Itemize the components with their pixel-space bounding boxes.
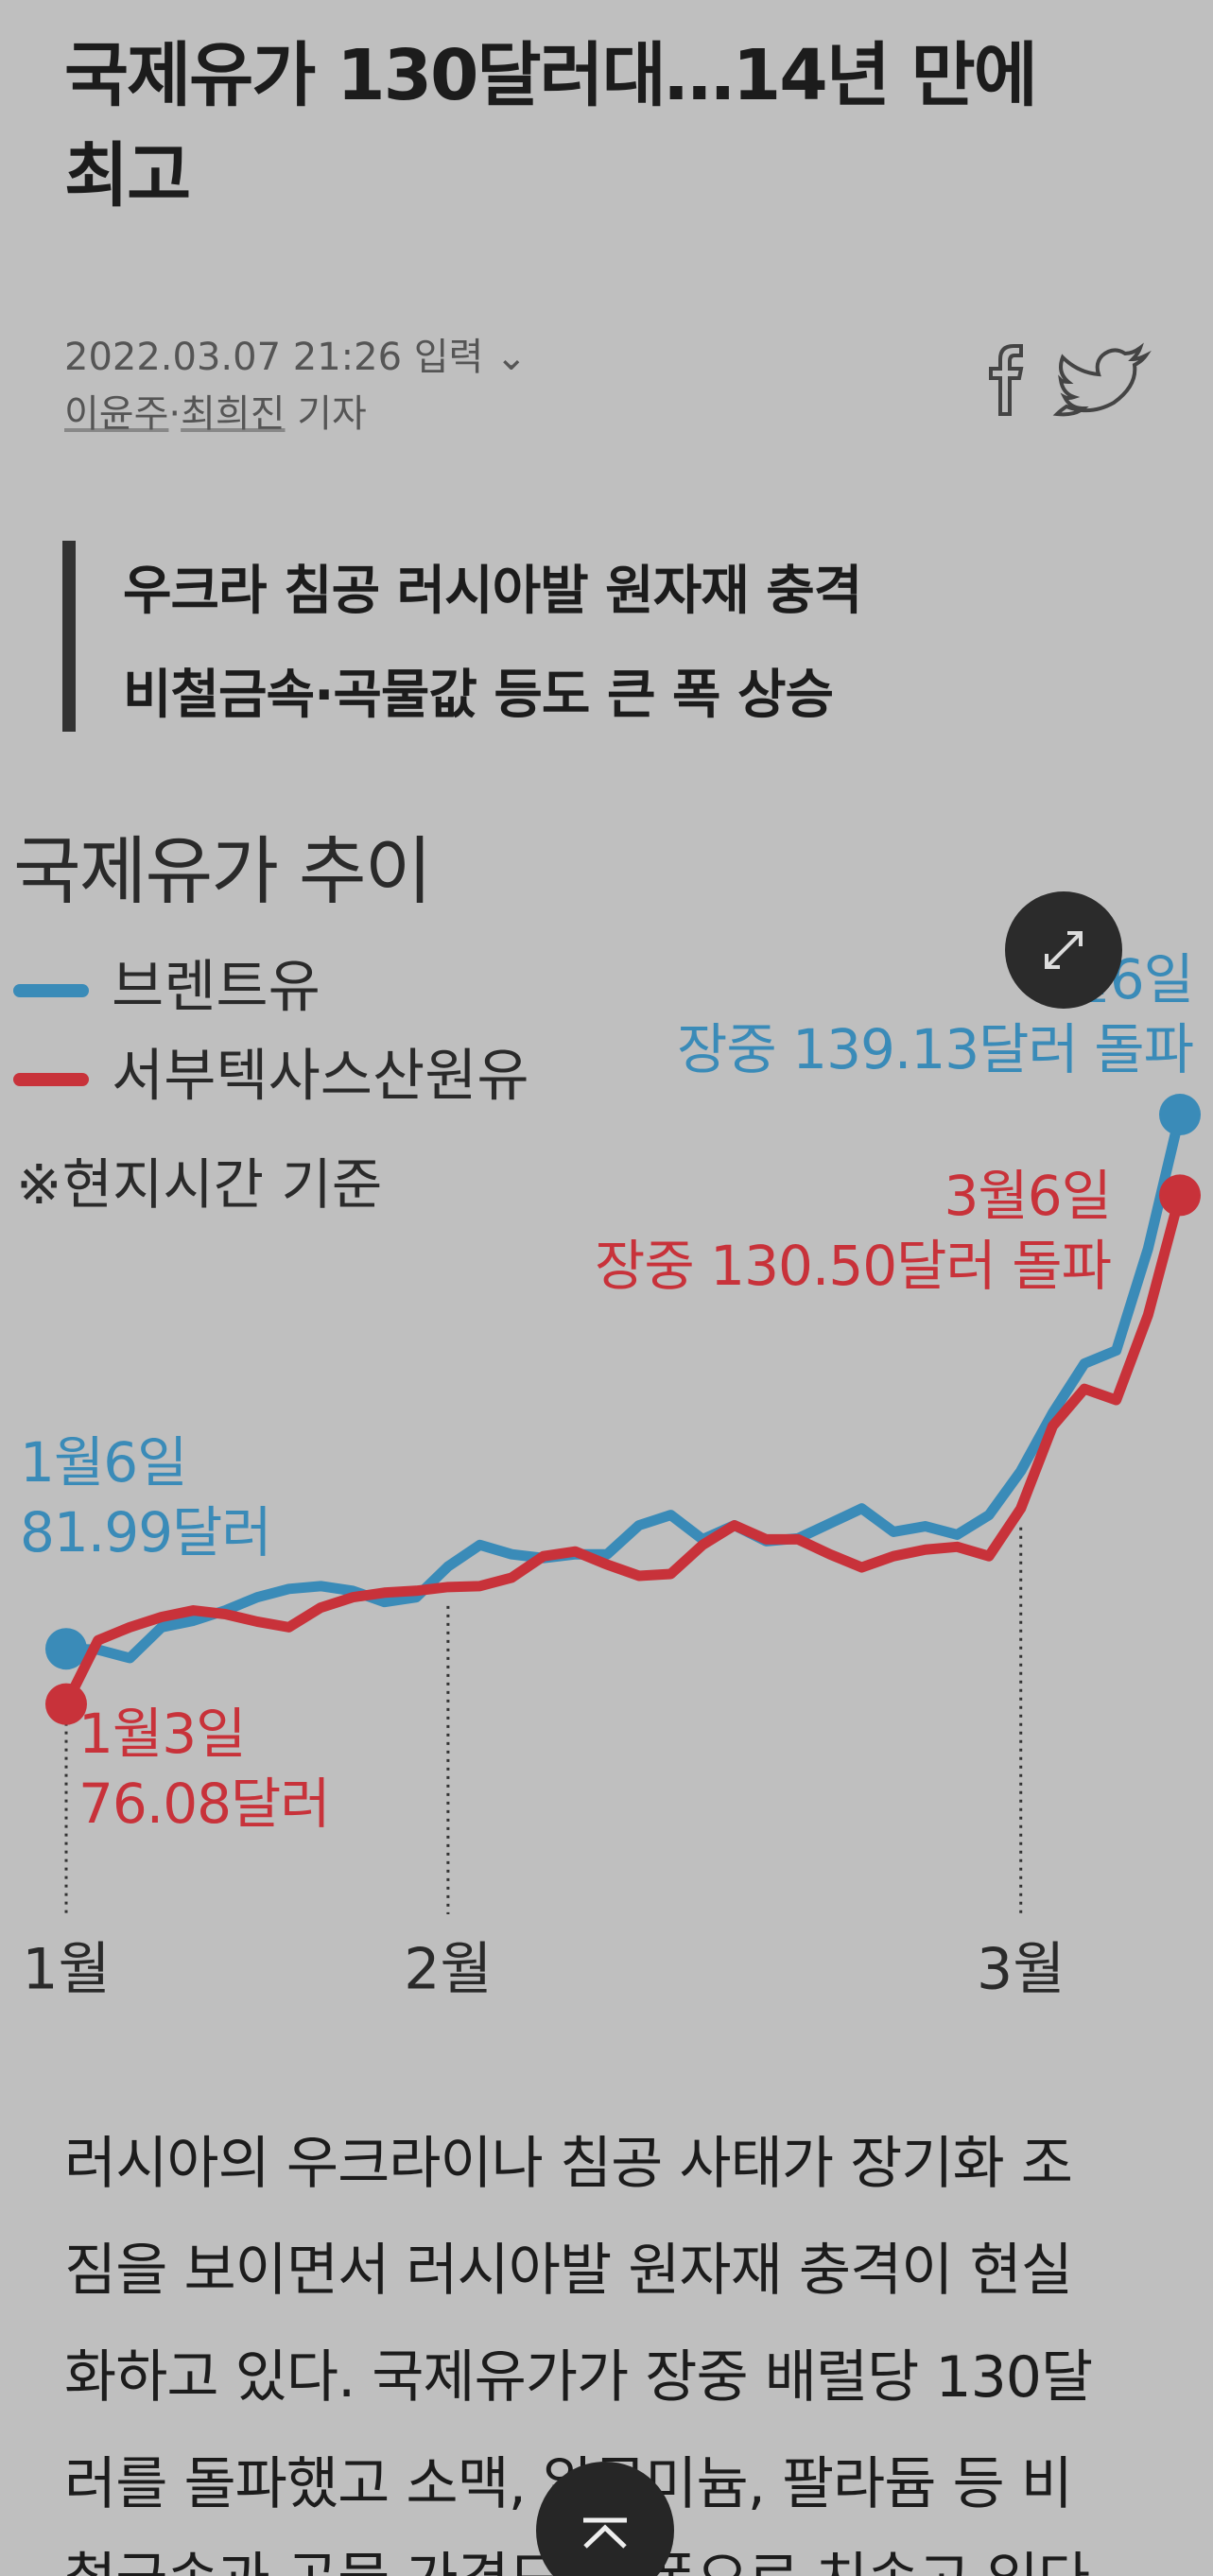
publish-date: 2022.03.07 21:26 입력 ⌄ [64,326,528,381]
expand-button[interactable] [1005,891,1122,1009]
annotation: 3월6일 [944,1164,1111,1228]
summary-line: 비철금속·곡물값 등도 큰 폭 상승 [123,665,834,726]
body-line: 화하고 있다. 국제유가가 장중 배럴당 130달 [64,2344,1093,2411]
headline: 국제유가 130달러대…14년 만에 [64,35,1038,116]
chart-title: 국제유가 추이 [13,829,430,914]
author-link[interactable]: 최희진 [181,392,286,436]
legend-label: 서부텍사스산원유 [112,1044,529,1110]
legend-label: 브렌트유 [112,955,321,1021]
author-link[interactable]: 이윤주 [64,392,169,436]
x-tick-label: 2월 [404,1937,492,2003]
summary-line: 우크라 침공 러시아발 원자재 충격 [123,561,862,622]
body-line: 짐을 보이면서 러시아발 원자재 충격이 현실 [64,2238,1073,2304]
x-tick-label: 1월 [22,1937,110,2003]
date-toggle[interactable]: ⌄ [495,336,528,379]
byline: 이윤주·최희진 기자 [64,392,367,436]
series-line [61,1193,1186,1707]
end-marker [45,1683,87,1725]
headline: 최고 [64,135,191,216]
date-text: 2022.03.07 21:26 입력 [64,336,484,379]
summary-bar [62,541,76,732]
series-line [65,1113,1186,1664]
facebook-icon[interactable] [989,344,1024,416]
scroll-top-button[interactable] [536,2462,674,2576]
annotation: 장중 139.13달러 돌파 [677,1017,1193,1081]
x-tick-label: 3월 [977,1937,1065,2003]
annotation: 1월6일 [20,1430,187,1495]
annotation: 1월3일 [78,1702,246,1766]
chart-note: ※현지시간 기준 [16,1152,382,1217]
annotation: 81.99달러 [20,1500,271,1565]
body-line: 러시아의 우크라이나 침공 사태가 장기화 조 [64,2131,1073,2197]
annotation: 장중 130.50달러 돌파 [595,1234,1111,1298]
share-icons [989,342,1152,417]
end-marker [1159,1174,1201,1217]
end-marker [1159,1094,1201,1136]
twitter-icon[interactable] [1052,342,1152,417]
annotation: 76.08달러 [78,1772,330,1836]
end-marker [45,1628,87,1670]
author-suffix: 기자 [297,392,367,436]
